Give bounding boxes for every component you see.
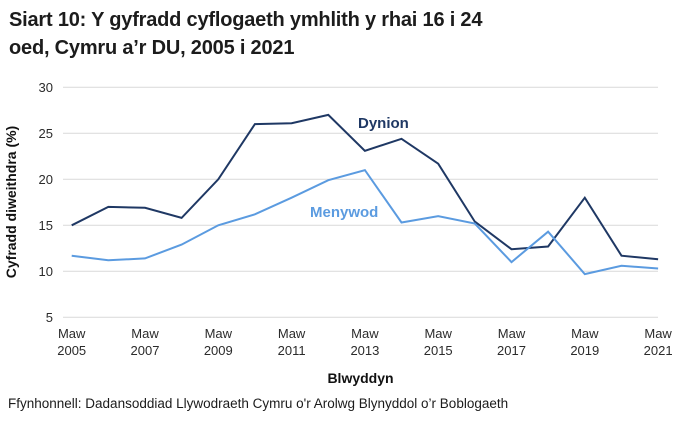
x-tick-label: Maw xyxy=(278,326,306,341)
chart-title-line1: Siart 10: Y gyfradd cyflogaeth ymhlith y… xyxy=(9,9,483,31)
series-label-menywod: Menywod xyxy=(310,204,378,221)
x-tick-label: Maw xyxy=(424,326,452,341)
x-tick-label: Maw xyxy=(351,326,379,341)
chart-title: Siart 10: Y gyfradd cyflogaeth ymhlith y… xyxy=(9,6,649,62)
x-tick-label: 2007 xyxy=(131,343,160,358)
x-tick-label: Maw xyxy=(644,326,672,341)
y-tick-label: 20 xyxy=(39,172,53,187)
x-tick-label: 2005 xyxy=(57,343,86,358)
chart-title-line2: oed, Cymru a’r DU, 2005 i 2021 xyxy=(9,37,295,59)
x-tick-label: 2009 xyxy=(204,343,233,358)
y-tick-label: 30 xyxy=(39,80,53,95)
x-tick-label: 2021 xyxy=(644,343,673,358)
x-tick-label: Maw xyxy=(131,326,159,341)
x-tick-label: 2015 xyxy=(424,343,453,358)
series-line-dynion xyxy=(71,113,659,261)
y-axis-label: Cyfradd diweithdra (%) xyxy=(3,126,19,278)
series-line-menywod xyxy=(71,168,659,276)
y-tick-label: 5 xyxy=(46,310,53,325)
x-tick-label: Maw xyxy=(205,326,233,341)
x-tick-label: 2019 xyxy=(570,343,599,358)
series-label-dynion: Dynion xyxy=(358,115,409,132)
y-tick-label: 10 xyxy=(39,264,53,279)
x-tick-label: 2017 xyxy=(497,343,526,358)
y-tick-label: 25 xyxy=(39,126,53,141)
x-tick-label: Maw xyxy=(58,326,86,341)
x-tick-label: 2013 xyxy=(350,343,379,358)
y-tick-label: 15 xyxy=(39,218,53,233)
source-note: Ffynhonnell: Dadansoddiad Llywodraeth Cy… xyxy=(8,396,509,411)
x-axis-label: Blwyddyn xyxy=(327,370,393,386)
x-tick-label: Maw xyxy=(571,326,599,341)
line-chart: 30252015105Maw2005Maw2007Maw2009Maw2011M… xyxy=(3,80,673,386)
x-tick-label: 2011 xyxy=(278,343,306,358)
x-tick-label: Maw xyxy=(498,326,526,341)
